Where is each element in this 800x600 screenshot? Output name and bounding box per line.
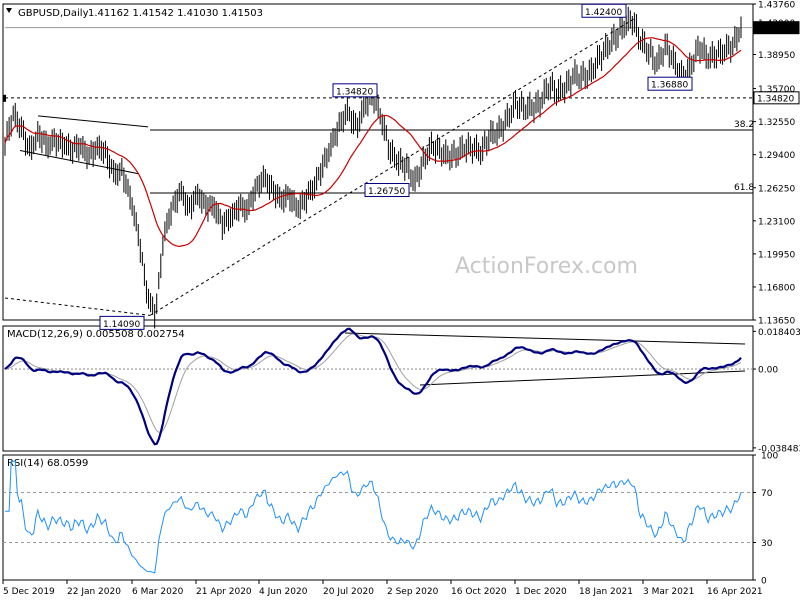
price-panel-frame [2,3,754,321]
x-tick-label: 22 Jan 2020 [67,587,121,597]
x-tick-label: 20 Jul 2020 [323,587,374,597]
price-tick-label: 1.29400 [758,151,795,161]
price-tick-label: 1.16800 [758,283,795,293]
price-annotation-box [332,83,378,98]
price-tick-label: 1.23100 [758,217,795,227]
price-tick-label: 1.38950 [758,51,795,61]
price-tick-label: 1.26250 [758,184,795,194]
price-annotation-label: 1.34820 [336,87,373,97]
price-annotation-box [99,315,145,330]
price-annotation-label: 1.14090 [103,320,140,330]
price-tick-label: 1.35700 [758,85,795,95]
wedge-upper-line [37,115,149,128]
x-tick-label: 16 Oct 2020 [451,587,507,597]
level-tag-label: 1.34820 [757,94,794,104]
price-annotations: 1.42400 1.34820 1.36880 1.26750 1.14090 [99,3,693,330]
macd-y-axis: 0.018403 0.00 -0.038483 [753,328,800,454]
x-tick-label: 4 Jun 2020 [259,587,308,597]
x-tick-label: 21 Apr 2020 [196,587,252,597]
x-tick-label: 1 Dec 2020 [515,587,567,597]
current-price-tag-label: 1.41503 [757,24,794,34]
price-tick-label: 1.43760 [758,1,795,11]
macd-signal-line [4,333,742,433]
price-annotation-label: 1.26750 [368,187,405,197]
macd-panel-frame [2,325,754,452]
x-tick-label: 3 Mar 2021 [643,587,694,597]
price-annotation-box [581,3,627,18]
price-tick-label: 1.32550 [758,118,795,128]
price-trendlines [4,17,636,316]
ohlc-readout: 1.41162 1.41542 1.41030 1.41503 [88,8,263,19]
macd-tick-label: -0.038483 [758,444,800,454]
price-annotation-box [364,183,410,198]
macd-trendlines [344,332,746,386]
rsi-title: RSI(14) 68.0599 [7,458,88,469]
price-tags: 1.34820 1.41503 [3,21,800,105]
current-price-tag-box [753,21,800,35]
level-tag-box [753,91,800,105]
left-level-marker [3,94,6,102]
moving-average-line [4,37,742,248]
rsi-tick-label: 30 [761,539,773,549]
macd-upper-trendline [344,332,746,345]
rsi-tick-label: 70 [761,489,773,499]
watermark: ActionForex.com [455,254,638,279]
macd-tick-label: 0.00 [758,366,778,376]
price-tick-label: 1.19950 [758,250,795,260]
x-tick-label: 6 Mar 2020 [132,587,184,597]
falling-trendline [4,297,151,316]
price-annotation-label: 1.36880 [651,81,688,91]
rsi-level-lines [3,492,753,543]
rsi-line [5,460,742,574]
fib-level-label: 38.2 [734,120,754,130]
x-tick-label: 5 Dec 2019 [3,587,55,597]
rsi-panel-frame [2,454,754,581]
macd-title: MACD(12,26,9) 0.005508 0.002754 [7,329,185,340]
macd-line [4,327,742,446]
x-axis: 5 Dec 2019 22 Jan 2020 6 Mar 2020 21 Apr 20… [2,580,763,597]
x-tick-label: 18 Jan 2021 [579,587,633,597]
dropdown-triangle-icon [6,8,12,13]
wedge-lower-line [19,150,139,175]
rising-trendline [149,17,636,316]
rsi-y-axis: 100 70 30 0 [753,452,778,587]
price-y-axis: 1.437601.420001.389501.357001.325501.294… [753,1,795,327]
macd-tick-label: 0.018403 [758,328,800,338]
price-annotation-box [647,76,693,91]
x-tick-label: 2 Sep 2020 [387,587,439,597]
price-bars [4,6,742,329]
price-tick-label: 1.13650 [758,317,795,327]
chart-symbol: GBPUSD,Daily [18,8,89,19]
price-annotation-label: 1.42400 [585,8,622,18]
rsi-tick-label: 100 [761,452,778,462]
rsi-tick-label: 0 [761,577,767,587]
macd-lower-trendline [419,370,746,386]
fib-level-label: 61.8 [734,183,754,193]
x-tick-label: 16 Apr 2021 [707,587,763,597]
